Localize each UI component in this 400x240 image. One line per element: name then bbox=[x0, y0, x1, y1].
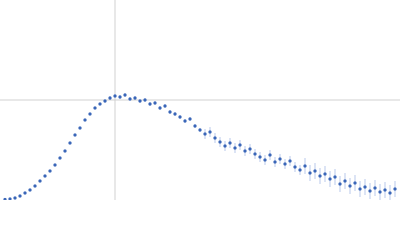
data-point bbox=[278, 157, 282, 161]
data-point bbox=[183, 119, 187, 123]
data-point bbox=[203, 132, 207, 136]
data-point bbox=[83, 118, 87, 122]
data-point bbox=[308, 171, 312, 175]
data-point bbox=[218, 140, 222, 144]
data-point bbox=[123, 93, 127, 97]
data-point bbox=[178, 115, 182, 119]
data-point bbox=[258, 155, 262, 159]
data-point bbox=[173, 112, 177, 116]
data-point bbox=[328, 177, 332, 181]
data-point bbox=[58, 156, 62, 160]
data-point bbox=[43, 174, 47, 178]
data-point bbox=[368, 189, 372, 193]
data-point bbox=[53, 163, 57, 167]
data-point bbox=[38, 179, 42, 183]
data-point bbox=[168, 110, 172, 114]
data-point bbox=[33, 184, 37, 188]
data-point bbox=[343, 179, 347, 183]
data-point bbox=[78, 126, 82, 130]
data-point bbox=[253, 152, 257, 156]
data-point bbox=[163, 104, 167, 108]
data-point bbox=[283, 162, 287, 166]
data-point bbox=[248, 147, 252, 151]
data-point bbox=[273, 160, 277, 164]
data-point bbox=[348, 184, 352, 188]
data-point bbox=[268, 153, 272, 157]
data-point bbox=[208, 130, 212, 134]
data-point bbox=[63, 149, 67, 153]
data-point bbox=[388, 191, 392, 195]
data-point bbox=[153, 101, 157, 105]
data-point bbox=[143, 98, 147, 102]
data-point bbox=[108, 96, 112, 100]
data-point bbox=[23, 191, 27, 195]
data-point bbox=[103, 99, 107, 103]
data-point bbox=[98, 102, 102, 106]
data-point bbox=[353, 181, 357, 185]
data-point bbox=[358, 187, 362, 191]
data-point bbox=[383, 188, 387, 192]
data-point bbox=[293, 165, 297, 169]
data-point bbox=[18, 194, 22, 198]
data-point bbox=[223, 144, 227, 148]
data-point bbox=[338, 182, 342, 186]
data-point bbox=[213, 136, 217, 140]
data-point bbox=[373, 186, 377, 190]
data-point bbox=[313, 169, 317, 173]
data-point bbox=[73, 133, 77, 137]
data-point bbox=[333, 175, 337, 179]
page: (() => { const data = JSON.parse(documen… bbox=[0, 0, 400, 200]
data-point bbox=[378, 190, 382, 194]
data-point bbox=[318, 174, 322, 178]
data-point bbox=[188, 117, 192, 121]
data-point bbox=[158, 106, 162, 110]
data-point bbox=[228, 141, 232, 145]
data-point bbox=[88, 112, 92, 116]
data-point bbox=[198, 128, 202, 132]
data-point bbox=[323, 172, 327, 176]
data-point bbox=[393, 187, 397, 191]
data-point bbox=[193, 124, 197, 128]
data-point bbox=[298, 168, 302, 172]
data-point bbox=[3, 197, 7, 200]
data-point bbox=[93, 106, 97, 110]
data-point bbox=[303, 164, 307, 168]
chart bbox=[0, 0, 400, 200]
data-point bbox=[133, 96, 137, 100]
data-point bbox=[288, 159, 292, 163]
data-point bbox=[13, 196, 17, 200]
data-point bbox=[263, 158, 267, 162]
data-point bbox=[113, 94, 117, 98]
data-point bbox=[363, 185, 367, 189]
data-point bbox=[148, 102, 152, 106]
data-point bbox=[128, 97, 132, 101]
data-point bbox=[243, 149, 247, 153]
data-point bbox=[233, 146, 237, 150]
data-point bbox=[68, 141, 72, 145]
data-point bbox=[28, 188, 32, 192]
data-point bbox=[238, 143, 242, 147]
data-point bbox=[118, 95, 122, 99]
data-point bbox=[138, 99, 142, 103]
data-point bbox=[8, 197, 12, 200]
data-point bbox=[48, 169, 52, 173]
